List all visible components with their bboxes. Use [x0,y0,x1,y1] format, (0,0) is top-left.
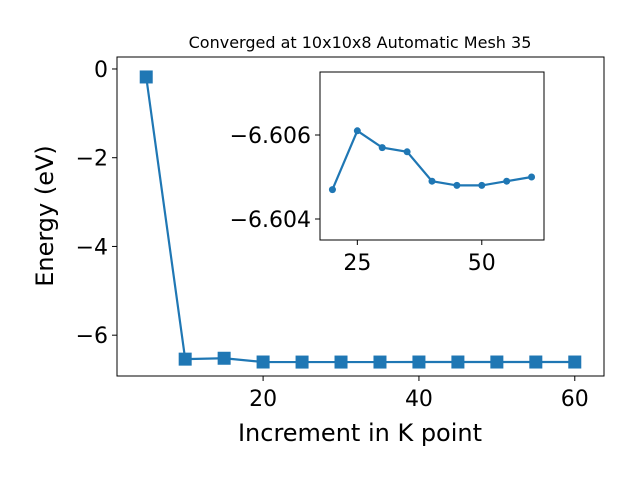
inset-data-point [453,181,461,189]
inset-data-point [428,177,436,185]
main-y-ticks: 0 −2 −4 −6 [76,58,117,349]
main-data-point [178,352,192,366]
main-data-point [256,355,270,369]
chart-title: Converged at 10x10x8 Automatic Mesh 35 [189,33,532,52]
main-y-tick-label: −6 [76,324,108,349]
main-x-ticks: 20 40 60 [249,376,589,412]
inset-y-tick-label: −6.604 [230,208,311,233]
main-data-point [412,355,426,369]
main-plot-frame [116,56,605,377]
main-plot: 20 40 60 0 −2 −4 −6 [76,56,605,412]
inset-x-tick-label: 25 [343,251,371,276]
x-axis-label: Increment in K point [238,419,482,447]
y-axis-label: Energy (eV) [31,145,59,287]
main-data-point [295,355,309,369]
main-y-tick-label: −2 [76,147,108,172]
main-y-tick-label: 0 [94,58,108,83]
inset-x-tick-label: 50 [468,251,496,276]
main-y-tick-label: −4 [76,235,108,260]
main-data-point [451,355,465,369]
inset-x-ticks: 25 50 [343,240,496,276]
main-data-point [217,351,231,365]
inset-data-point [503,177,511,185]
main-data-point [373,355,387,369]
main-data-point [334,355,348,369]
main-x-tick-label: 40 [405,387,433,412]
inset-data-point [378,144,386,152]
main-data-point [568,355,582,369]
inset-y-ticks: −6.606 −6.604 [230,124,320,233]
inset-data-point [328,186,336,194]
inset-series [328,127,536,194]
inset-y-tick-label: −6.606 [230,124,311,149]
inset-plot-frame [319,71,545,241]
main-x-tick-label: 60 [561,387,589,412]
inset-data-point [353,127,361,135]
inset-data-point [528,173,536,181]
main-series [139,70,582,369]
main-x-tick-label: 20 [249,387,277,412]
main-data-point [529,355,543,369]
main-data-point [490,355,504,369]
main-data-point [139,70,153,84]
inset-data-point [403,148,411,156]
inset-plot: 25 50 −6.606 −6.604 [230,71,545,276]
inset-data-point [478,181,486,189]
